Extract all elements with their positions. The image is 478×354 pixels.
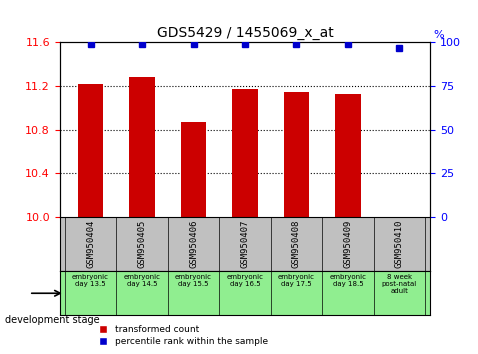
Text: GSM950410: GSM950410 [395, 219, 404, 268]
Text: embryonic
day 13.5: embryonic day 13.5 [72, 274, 109, 287]
Text: embryonic
day 14.5: embryonic day 14.5 [124, 274, 161, 287]
Text: embryonic
day 16.5: embryonic day 16.5 [227, 274, 263, 287]
Text: GSM950404: GSM950404 [86, 219, 95, 268]
Text: embryonic
day 15.5: embryonic day 15.5 [175, 274, 212, 287]
Bar [232, 89, 258, 217]
Text: embryonic
day 17.5: embryonic day 17.5 [278, 274, 315, 287]
Text: GSM950405: GSM950405 [138, 219, 147, 268]
Title: GDS5429 / 1455069_x_at: GDS5429 / 1455069_x_at [157, 26, 333, 40]
Text: GSM950407: GSM950407 [240, 219, 250, 268]
Legend: transformed count, percentile rank within the sample: transformed count, percentile rank withi… [90, 321, 272, 349]
Text: embryonic
day 18.5: embryonic day 18.5 [329, 274, 366, 287]
Bar [335, 94, 361, 217]
Text: GSM950408: GSM950408 [292, 219, 301, 268]
Bar [283, 92, 309, 217]
Text: development stage: development stage [5, 315, 99, 325]
Text: GSM950406: GSM950406 [189, 219, 198, 268]
Bar [129, 78, 155, 217]
Text: GSM950409: GSM950409 [343, 219, 352, 268]
Text: 8 week
post-natal
adult: 8 week post-natal adult [382, 274, 417, 293]
Text: %: % [433, 30, 444, 40]
Bar [181, 122, 206, 217]
Bar [78, 84, 103, 217]
